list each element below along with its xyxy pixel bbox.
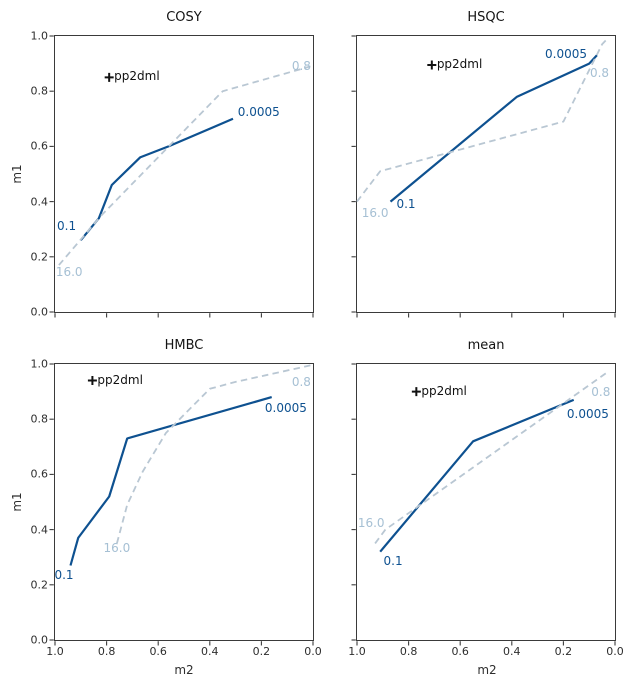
chart-canvas [351,363,616,646]
y-tick-label: 1.0 [30,29,49,43]
marker-label: pp2dml [421,383,467,398]
chart-canvas [49,35,314,318]
y-tick-label: 0.8 [30,412,49,426]
marker-label: pp2dml [436,56,483,71]
threshold-label-solid: 0.1 [383,554,403,569]
x-tick-label: 0.6 [451,645,469,658]
y-axis-label-bottom: m1 [10,492,24,512]
subplot-title-hmbc: HMBC [164,338,204,353]
threshold-label-dashed: 0.8 [291,58,311,73]
x-tick-label: 0.0 [304,645,322,658]
series-line-dashed [58,65,311,266]
threshold-label-solid: 0.0005 [566,406,609,421]
x-tick-label: 0.8 [399,645,418,658]
subplot-title-hsqc: HSQC [467,10,505,25]
threshold-label-solid: 0.0005 [545,46,587,61]
subplot-hsqc: HSQC pp2dml 0.1 0.0005 16.0 0.8 [351,10,616,318]
x-axis-label-right: m2 [477,663,497,677]
y-tick-label: 1.0 [30,357,49,371]
axes-hsqc: pp2dml 0.1 0.0005 16.0 0.8 [351,35,616,318]
threshold-label-solid: 0.1 [396,197,416,212]
marker-label: pp2dml [114,69,160,84]
threshold-label-dashed: 16.0 [361,205,389,220]
y-axis-label-top: m1 [10,164,24,184]
threshold-label-dashed: 0.8 [291,374,311,389]
x-axis-label-left: m2 [174,663,194,677]
x-tick-label: 0.2 [252,645,271,658]
series-line-dashed [116,364,311,544]
marker-label: pp2dml [97,372,143,387]
series-line-solid [79,117,234,241]
subplot-hmbc: HMBC pp2dml 0.1 0.0005 16.0 0.8 1.0 0.8 0.6 0.4 0… [31,338,322,658]
x-tick-label: 0.8 [97,645,116,658]
threshold-label-dashed: 0.8 [589,66,610,81]
threshold-label-solid: 0.1 [54,568,74,583]
x-tick-label: 0.4 [201,645,219,658]
axes-mean: pp2dml 0.1 0.0005 16.0 0.8 1.0 0.8 0.6 0.4 0.2 0.0 [348,363,624,657]
threshold-label-dashed: 16.0 [357,515,385,530]
plus-marker [427,60,437,70]
y-tick-label: 0.4 [30,195,49,209]
axes-hmbc: pp2dml 0.1 0.0005 16.0 0.8 1.0 0.8 0.6 0.4 0.2 0.0… [31,359,322,658]
chart-canvas [351,35,616,318]
y-tick-label: 0.2 [30,578,49,592]
y-tick-label: 0.0 [30,633,49,647]
axes-cosy: pp2dml 0.1 0.0005 16.0 0.8 1.0 0.8 0.6 0.4 0.2 0.0 [31,31,314,318]
x-tick-label: 1.0 [348,645,366,658]
x-tick-label: 1.0 [46,645,64,658]
plus-marker [87,376,97,386]
y-tick-label: 0.4 [30,523,49,537]
y-tick-label: 0.8 [30,84,49,98]
subplot-mean: mean pp2dml 0.1 0.0005 16.0 0.8 1.0 0.8 0.6 0.4 0… [348,338,624,657]
y-tick-label: 0.6 [30,467,49,481]
y-tick-label: 0.0 [30,305,49,319]
series-line-solid [69,396,273,566]
x-tick-label: 0.0 [606,645,624,658]
threshold-label-solid: 0.0005 [264,401,307,416]
subplot-title-cosy: COSY [166,10,202,25]
chart-canvas [49,363,314,646]
series-line-dashed [374,371,608,544]
y-tick-label: 0.6 [30,139,49,153]
plus-marker [411,387,421,397]
plus-marker [104,72,114,82]
x-tick-label: 0.6 [149,645,167,658]
threshold-label-dashed: 16.0 [103,540,131,555]
threshold-label-dashed: 16.0 [55,265,83,279]
x-tick-label: 0.2 [554,645,573,658]
x-tick-label: 0.4 [503,645,521,658]
threshold-label-solid: 0.0005 [237,104,280,119]
series-line-solid [389,54,598,203]
subplot-cosy: COSY pp2dml 0.1 0.0005 16.0 0.8 1.0 0.8 0.6 0.4 0… [31,10,314,318]
series-line-solid [379,398,575,553]
y-tick-label: 0.2 [30,250,49,264]
threshold-label-dashed: 0.8 [591,384,611,399]
threshold-label-solid: 0.1 [57,219,77,234]
subplot-title-mean: mean [467,338,505,353]
series-line-dashed [356,38,608,203]
